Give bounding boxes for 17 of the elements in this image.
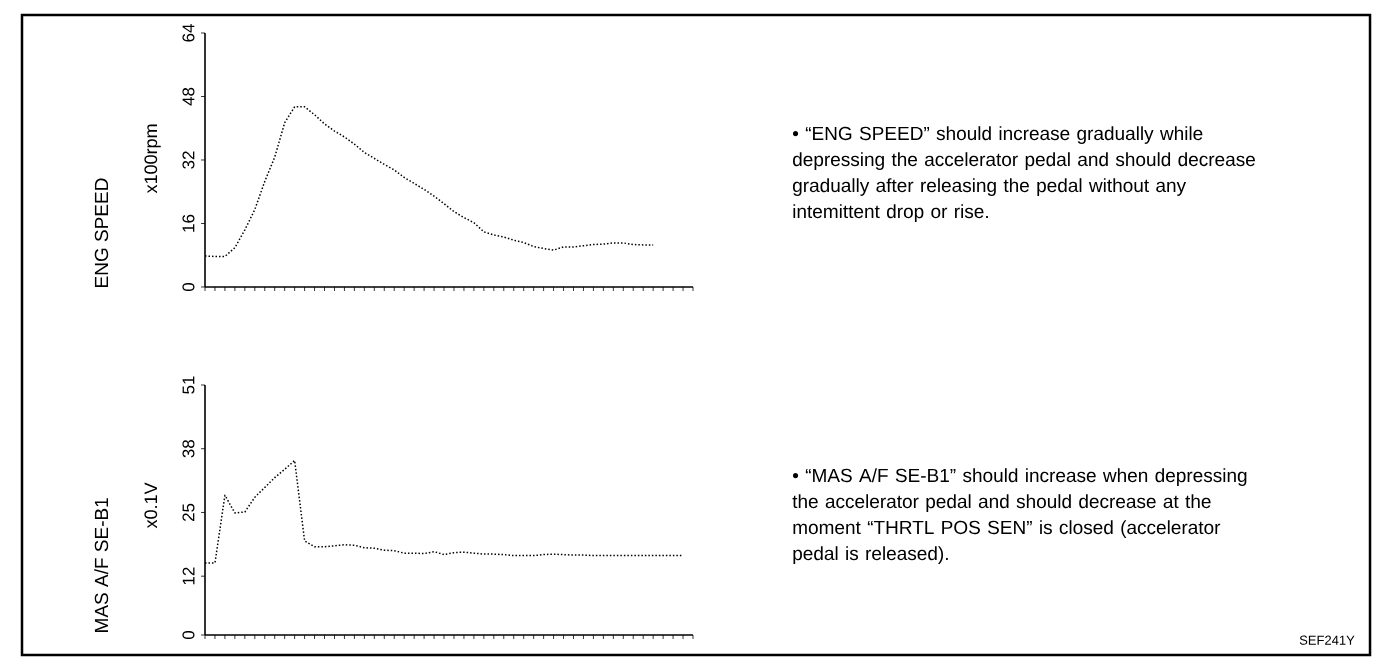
text: x100rpm <box>144 124 161 194</box>
text: • “ENG SPEED” should increase gradually while depressing the accelerator pedal and should decrease gradually after releasing the pedal without any intemittent drop or rise. <box>792 126 1255 222</box>
y-tick-label: 38 <box>182 440 195 458</box>
y-tick-label: 32 <box>182 151 195 169</box>
y-tick-label: 0 <box>182 630 195 640</box>
y-tick-label: 0 <box>182 282 195 292</box>
y-axis-title: ENG SPEED <box>94 178 109 287</box>
y-tick-label: 48 <box>182 87 195 106</box>
text: • “MAS A/F SE-B1” should increase when depressing the accelerator pedal and should decrease at the moment “THRTL POS SEN” is closed (accelerator pedal is released). <box>792 468 1247 564</box>
y-tick-label: 64 <box>182 24 195 42</box>
y-tick-label: 12 <box>182 567 195 585</box>
text: x0.1V <box>144 482 158 529</box>
y-tick-label: 25 <box>182 503 195 522</box>
y-axis-title: MAS A/F SE-B1 <box>94 498 109 632</box>
y-tick-label: 51 <box>182 376 195 394</box>
text: SEF241Y <box>1299 635 1355 645</box>
y-tick-label: 16 <box>182 214 195 232</box>
